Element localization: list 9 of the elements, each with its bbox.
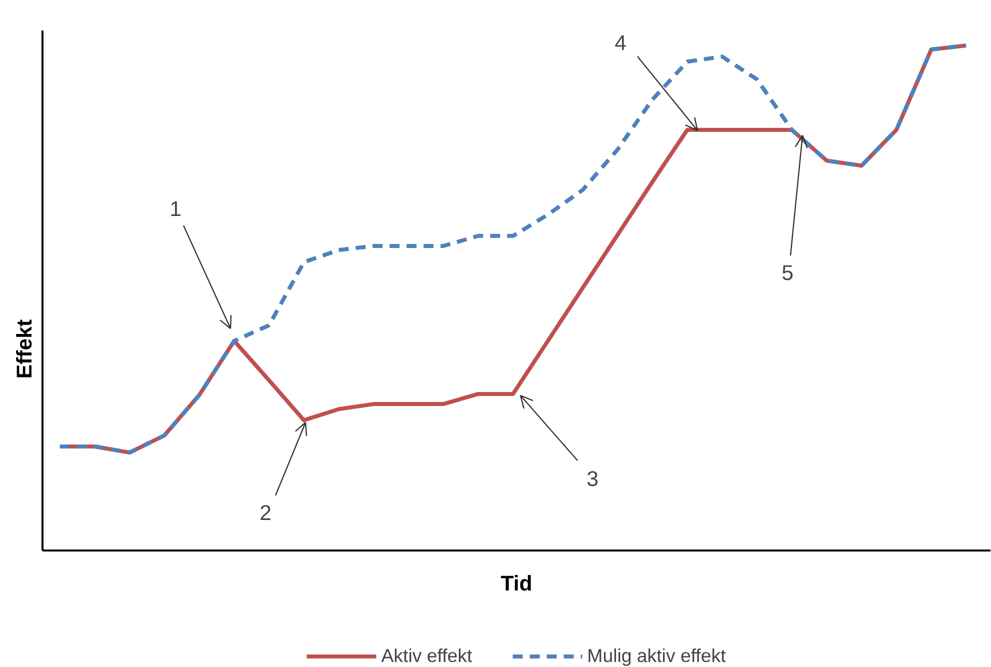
annotation: 5 xyxy=(782,261,794,285)
legend-label: Aktiv effekt xyxy=(381,645,472,667)
annotation: 1 xyxy=(170,197,182,221)
annotation: 4 xyxy=(614,31,627,55)
x-axis-title: Tid xyxy=(500,572,532,596)
annotation: 3 xyxy=(586,467,598,491)
y-axis-title: Effekt xyxy=(12,319,36,379)
legend-label: Mulig aktiv effekt xyxy=(587,645,726,667)
annotation: 2 xyxy=(260,501,272,525)
